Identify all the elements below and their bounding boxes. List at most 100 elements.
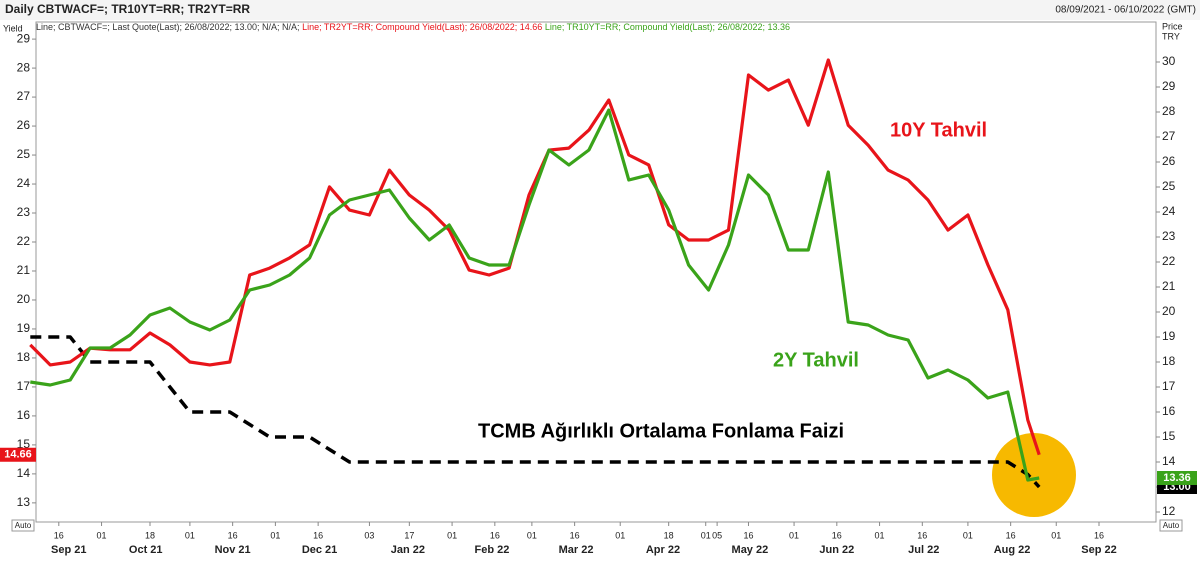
x-tick-label: 16 [228,530,238,540]
x-tick-label: 16 [1094,530,1104,540]
y-tick-label: 17 [17,379,31,393]
y2-tick-label: 26 [1162,154,1176,168]
y2-tick-label: 23 [1162,229,1176,243]
x-tick-label: 18 [145,530,155,540]
month-label: Dec 21 [302,544,337,556]
legend: Line; CBTWACF=; Last Quote(Last); 26/08/… [36,22,790,32]
y-tick-label: 24 [17,176,31,190]
x-tick-label: 01 [875,530,885,540]
last-value-badge [0,447,36,462]
x-tick-label: 16 [743,530,753,540]
y-tick-label: 25 [17,147,31,161]
y-tick-label: 15 [17,437,31,451]
date-range: 08/09/2021 - 06/10/2022 (GMT) [1055,5,1196,16]
y2-tick-label: 25 [1162,179,1176,193]
y-tick-label: 23 [17,205,31,219]
y2-tick-label: 19 [1162,329,1176,343]
y2-tick-label: 15 [1162,429,1176,443]
y2-tick-label: 29 [1162,79,1176,93]
month-label: May 22 [732,544,769,556]
x-tick-label: 16 [570,530,580,540]
y2-axis-label: TRY [1162,31,1180,41]
y2-tick-label: 18 [1162,354,1176,368]
x-tick-label: 01 [447,530,457,540]
x-tick-label: 01 [185,530,195,540]
legend-entry: Line; TR10YT=RR; Compound Yield(Last); 2… [545,22,790,32]
month-label: Apr 22 [646,544,680,556]
scale-button[interactable] [11,519,35,532]
highlight-circle [992,433,1076,517]
x-tick-label: 01 [97,530,107,540]
scale-label[interactable]: Auto [15,521,32,530]
x-tick-label: 16 [54,530,64,540]
y-tick-label: 16 [17,408,31,422]
x-tick-label: 01 [701,530,711,540]
x-tick-label: 16 [313,530,323,540]
x-tick-label: 16 [917,530,927,540]
month-label: Nov 21 [215,544,251,556]
month-label: Sep 21 [51,544,86,556]
annotation: 2Y Tahvil [773,349,859,371]
y2-tick-label: 16 [1162,404,1176,418]
header-bar [0,0,1200,20]
annotation: TCMB Ağırlıklı Ortalama Fonlama Faizi [478,420,844,442]
x-tick-label: 01 [1051,530,1061,540]
y2-tick-label: 24 [1162,204,1176,218]
series-line [30,335,1041,489]
last-value-label: 14.66 [4,449,32,461]
y-tick-label: 29 [17,31,31,45]
chart-title: Daily CBTWACF=; TR10YT=RR; TR2YT=RR [5,2,250,16]
x-tick-label: 01 [615,530,625,540]
x-tick-label: 16 [832,530,842,540]
x-tick-label: 16 [490,530,500,540]
y-tick-label: 28 [17,60,31,74]
x-tick-label: 05 [712,530,722,540]
month-label: Jan 22 [391,544,425,556]
scale-label[interactable]: Auto [1163,521,1180,530]
x-tick-label: 03 [364,530,374,540]
annotation: 10Y Tahvil [890,119,987,141]
month-label: Sep 22 [1081,544,1116,556]
y2-tick-label: 20 [1162,304,1176,318]
month-label: Jun 22 [819,544,854,556]
last-value-badge [1157,471,1197,485]
y2-tick-label: 27 [1162,129,1176,143]
y-tick-label: 13 [17,495,31,509]
x-tick-label: 17 [404,530,414,540]
y2-tick-label: 21 [1162,279,1176,293]
y-tick-label: 18 [17,350,31,364]
last-value-label: 13.36 [1163,472,1191,484]
y-tick-label: 14 [17,466,31,480]
x-tick-label: 01 [789,530,799,540]
y-axis-label: Yield [3,23,23,33]
y2-axis-label: Price [1162,21,1183,31]
scale-button[interactable] [1159,519,1183,532]
y-tick-label: 22 [17,234,31,248]
legend-entry: Line; CBTWACF=; Last Quote(Last); 26/08/… [36,22,300,32]
y-tick-label: 19 [17,321,31,335]
x-tick-label: 01 [963,530,973,540]
y2-tick-label: 22 [1162,254,1176,268]
y-tick-label: 20 [17,292,31,306]
y-tick-label: 27 [17,89,31,103]
x-tick-label: 01 [527,530,537,540]
y2-tick-label: 12 [1162,504,1176,518]
x-tick-label: 18 [664,530,674,540]
legend-entry: Line; TR2YT=RR; Compound Yield(Last); 26… [302,22,542,32]
month-label: Aug 22 [994,544,1031,556]
month-label: Jul 22 [908,544,939,556]
month-label: Oct 21 [129,544,163,556]
y-tick-label: 21 [17,263,31,277]
series-line [30,108,1040,482]
y-tick-label: 26 [17,118,31,132]
y2-tick-label: 14 [1162,454,1176,468]
y2-tick-label: 30 [1162,54,1176,68]
x-tick-label: 16 [1006,530,1016,540]
month-label: Feb 22 [475,544,510,556]
series-line [29,58,1041,456]
month-label: Mar 22 [559,544,594,556]
x-tick-label: 01 [270,530,280,540]
plot-frame [35,21,1157,523]
y2-tick-label: 28 [1162,104,1176,118]
